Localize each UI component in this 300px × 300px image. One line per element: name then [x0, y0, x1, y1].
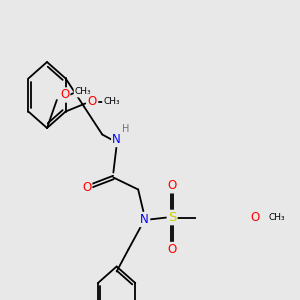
- Text: CH₃: CH₃: [103, 97, 120, 106]
- Text: O: O: [88, 95, 97, 108]
- Text: N: N: [140, 213, 149, 226]
- Text: S: S: [168, 211, 176, 224]
- Text: O: O: [60, 88, 69, 101]
- Text: N: N: [112, 133, 121, 146]
- Text: O: O: [167, 179, 177, 192]
- Text: CH₃: CH₃: [268, 213, 285, 222]
- Text: O: O: [167, 243, 177, 256]
- Text: CH₃: CH₃: [75, 88, 91, 97]
- Text: O: O: [82, 181, 91, 194]
- Text: H: H: [122, 124, 130, 134]
- Text: O: O: [250, 211, 260, 224]
